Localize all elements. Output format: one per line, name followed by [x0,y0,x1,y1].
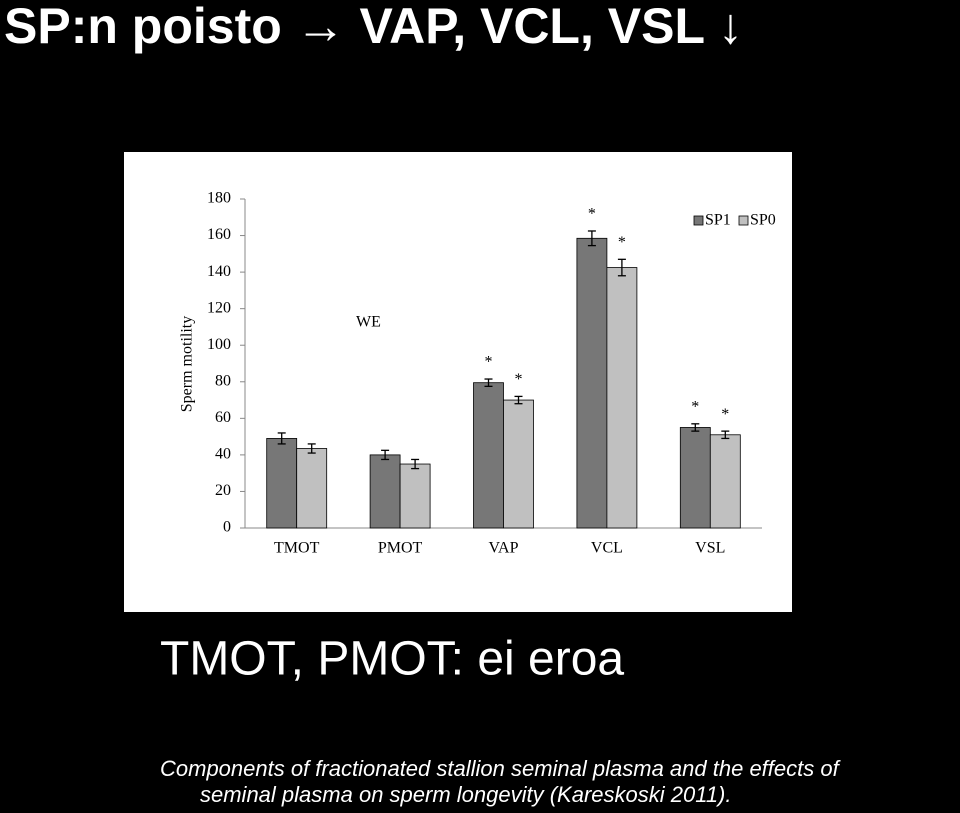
error-bar [411,458,420,470]
y-tick-label: 100 [207,336,231,353]
significance-mark: * [485,354,493,371]
bar [296,448,328,529]
bar [399,463,431,529]
error-bar [514,395,523,405]
y-tick-label: 60 [215,409,231,426]
x-tick-label: TMOT [274,540,320,557]
error-bar [484,378,493,387]
bar [369,454,401,529]
y-tick-label: 40 [215,446,231,463]
y-tick-label: 120 [207,299,231,316]
significance-mark: * [618,234,626,251]
significance-mark: * [721,406,729,423]
x-tick-label: VCL [591,540,623,557]
bar [503,399,534,529]
annotation: WE [356,314,381,331]
chart-background [124,152,792,612]
significance-mark: * [515,371,523,388]
bar [266,438,298,529]
error-bar [721,430,730,440]
significance-mark: * [588,206,596,223]
note: TMOT, PMOT: ei eroa [160,633,624,686]
legend-swatch [693,215,704,226]
x-tick-label: VAP [489,540,519,557]
y-tick-label: 80 [215,372,231,389]
error-bar [381,449,390,461]
x-tick-label: PMOT [378,540,423,557]
error-bar [691,423,700,432]
y-tick-label: 0 [223,519,231,536]
bar [606,267,638,529]
legend-label: SP0 [750,212,776,229]
x-tick-label: VSL [695,540,725,557]
y-tick-label: 20 [215,482,231,499]
error-bar [307,443,316,454]
bar [473,382,504,529]
y-tick-label: 180 [207,190,231,207]
error-bar [587,230,596,247]
significance-mark: * [691,398,699,415]
legend-swatch [738,215,749,226]
bar [709,434,741,529]
y-tick-label: 140 [207,263,231,280]
y-axis-label: Sperm motility [179,316,196,412]
slide-title: SP:n poisto → VAP, VCL, VSL ↓ [4,0,743,54]
error-bar [277,432,286,445]
bar [576,237,608,529]
y-tick-label: 160 [207,226,231,243]
legend-label: SP1 [705,212,731,229]
bar [679,427,711,529]
citation: Components of fractionated stallion semi… [160,756,842,781]
error-bar [617,258,626,277]
citation: seminal plasma on sperm longevity (Kares… [200,782,732,807]
